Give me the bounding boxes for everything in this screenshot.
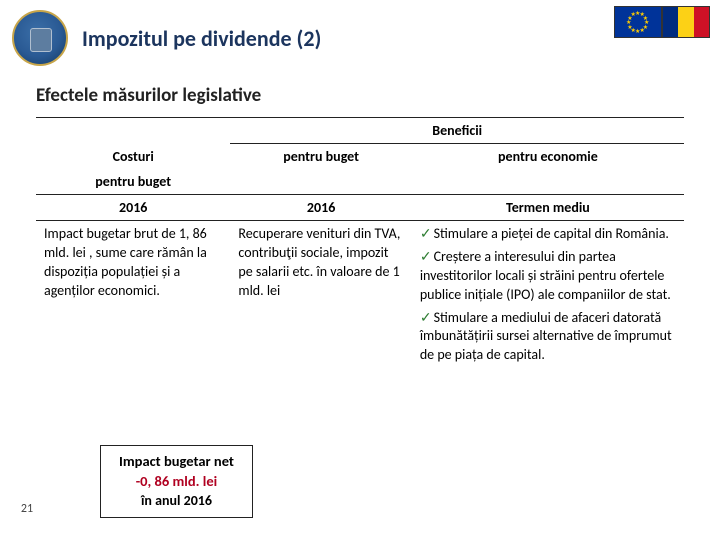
- cell-buget: Recuperare venituri din TVA, contribuţii…: [230, 221, 411, 374]
- check-icon: ✓: [420, 225, 432, 242]
- year-buget: 2016: [230, 195, 411, 221]
- benefit-item: ✓Stimulare a pieței de capital din Român…: [420, 225, 676, 244]
- net-impact-value: -0, 86 mld. lei: [119, 472, 234, 490]
- year-costuri: 2016: [36, 195, 230, 221]
- eu-flag-icon: ★★★★★★★★★★★★: [614, 6, 662, 38]
- beneficii-header: Beneficii: [230, 118, 684, 144]
- net-impact-title: Impact bugetar net: [119, 452, 234, 470]
- col-header-economie: pentru economie: [412, 144, 684, 170]
- cell-economie: ✓Stimulare a pieței de capital din Român…: [412, 221, 684, 374]
- flag-group: ★★★★★★★★★★★★: [614, 6, 710, 38]
- check-icon: ✓: [420, 309, 432, 326]
- check-icon: ✓: [420, 248, 432, 265]
- benefit-item: ✓Stimulare a mediului de afaceri datorat…: [420, 309, 676, 366]
- slide-title: Impozitul pe dividende (2): [82, 25, 321, 52]
- col-header-buget: pentru buget: [230, 144, 411, 170]
- year-economie: Termen mediu: [412, 195, 684, 221]
- cell-costuri: Impact bugetar brut de 1, 86 mld. lei , …: [36, 221, 230, 374]
- slide-number: 21: [16, 498, 38, 520]
- slide-subtitle: Efectele măsurilor legislative: [36, 84, 720, 107]
- effects-table: Beneficii Costuri pentru buget pentru ec…: [36, 117, 684, 373]
- slide-header: Impozitul pe dividende (2): [0, 0, 720, 66]
- net-impact-year: în anul 2016: [119, 492, 234, 509]
- benefit-item: ✓Creștere a interesului din partea inves…: [420, 248, 676, 305]
- net-impact-box: Impact bugetar net -0, 86 mld. lei în an…: [100, 445, 253, 518]
- col-subheader-costuri: pentru buget: [36, 169, 230, 195]
- romania-flag-icon: [662, 6, 710, 38]
- ministry-seal-icon: [12, 10, 68, 66]
- col-header-costuri: Costuri: [36, 144, 230, 170]
